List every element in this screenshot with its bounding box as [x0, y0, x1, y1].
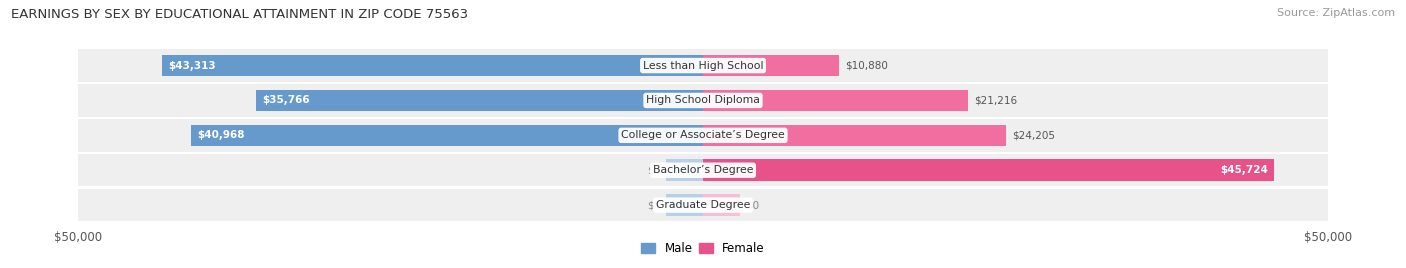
Bar: [191, 125, 703, 146]
Bar: [162, 55, 703, 76]
Text: EARNINGS BY SEX BY EDUCATIONAL ATTAINMENT IN ZIP CODE 75563: EARNINGS BY SEX BY EDUCATIONAL ATTAINMEN…: [11, 8, 468, 21]
Bar: [79, 84, 1327, 117]
Bar: [256, 90, 703, 111]
Text: $45,724: $45,724: [1220, 165, 1268, 175]
Text: $21,216: $21,216: [974, 95, 1018, 105]
Text: $0: $0: [647, 165, 659, 175]
Text: $24,205: $24,205: [1012, 130, 1054, 140]
Bar: [665, 194, 703, 216]
Text: $0: $0: [747, 200, 759, 210]
Text: Graduate Degree: Graduate Degree: [655, 200, 751, 210]
Text: High School Diploma: High School Diploma: [647, 95, 759, 105]
Text: $40,968: $40,968: [197, 130, 245, 140]
Text: Less than High School: Less than High School: [643, 61, 763, 70]
Bar: [703, 125, 1005, 146]
Bar: [703, 194, 741, 216]
Bar: [665, 159, 703, 181]
Text: $35,766: $35,766: [263, 95, 309, 105]
Bar: [703, 159, 1274, 181]
Bar: [79, 189, 1327, 221]
Legend: Male, Female: Male, Female: [641, 242, 765, 255]
Bar: [703, 90, 969, 111]
Text: Bachelor’s Degree: Bachelor’s Degree: [652, 165, 754, 175]
Text: College or Associate’s Degree: College or Associate’s Degree: [621, 130, 785, 140]
Bar: [79, 49, 1327, 82]
Text: $10,880: $10,880: [845, 61, 889, 70]
Bar: [79, 119, 1327, 152]
Bar: [703, 55, 839, 76]
Bar: [79, 154, 1327, 187]
Text: $0: $0: [647, 200, 659, 210]
Text: $43,313: $43,313: [167, 61, 215, 70]
Text: Source: ZipAtlas.com: Source: ZipAtlas.com: [1277, 8, 1395, 18]
